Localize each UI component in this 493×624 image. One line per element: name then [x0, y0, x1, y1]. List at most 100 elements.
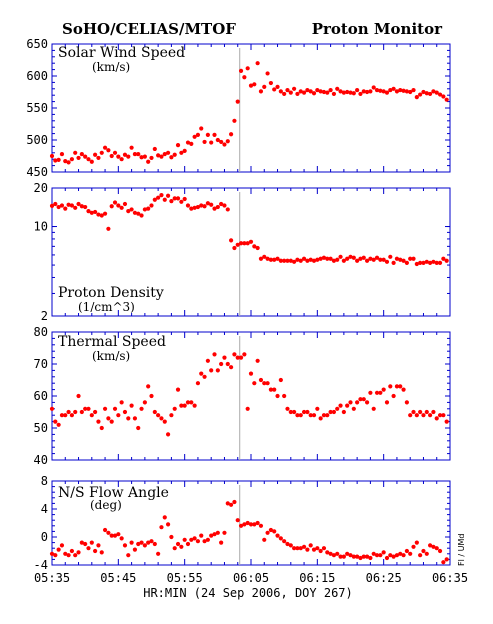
data-point — [205, 201, 210, 206]
data-point — [205, 537, 210, 542]
data-point — [368, 555, 373, 561]
data-point — [99, 425, 104, 431]
data-point — [212, 132, 217, 137]
data-point — [149, 393, 154, 399]
data-point — [414, 95, 419, 100]
data-point — [195, 132, 201, 137]
data-point — [93, 548, 98, 554]
data-point — [292, 86, 297, 91]
data-point — [245, 66, 250, 71]
data-point — [305, 258, 310, 263]
data-point — [53, 553, 58, 558]
data-point — [391, 554, 396, 559]
data-point — [76, 393, 81, 399]
data-point — [56, 204, 61, 210]
data-point — [262, 84, 267, 89]
data-point — [122, 543, 128, 548]
data-point — [79, 151, 84, 157]
data-point — [93, 409, 98, 415]
data-point — [282, 393, 287, 399]
data-point — [182, 148, 187, 153]
data-point — [368, 390, 373, 395]
data-point — [129, 540, 134, 545]
data-point — [142, 400, 147, 405]
data-point — [358, 256, 363, 261]
data-point — [235, 355, 240, 360]
data-point — [212, 532, 217, 537]
panel-unit: (km/s) — [92, 60, 130, 74]
data-point — [69, 413, 74, 418]
data-point — [86, 157, 91, 162]
data-point — [238, 355, 244, 360]
y-tick-label: 50 — [34, 421, 48, 435]
data-point — [139, 155, 144, 160]
data-point — [338, 403, 343, 408]
data-point — [371, 257, 376, 262]
data-point — [325, 413, 330, 418]
data-point — [159, 416, 164, 421]
data-point — [175, 143, 181, 148]
data-point — [109, 419, 114, 424]
data-point — [318, 256, 323, 261]
data-point — [106, 530, 111, 535]
data-point — [278, 89, 283, 94]
data-point — [59, 151, 65, 157]
data-point — [262, 537, 267, 542]
data-point — [116, 154, 121, 159]
data-point — [378, 257, 383, 262]
data-point — [235, 99, 240, 104]
data-point — [371, 85, 376, 90]
data-point — [315, 87, 320, 93]
data-point — [328, 409, 333, 415]
data-point — [76, 201, 81, 207]
data-point — [328, 87, 333, 93]
data-point — [248, 522, 254, 527]
data-point — [295, 257, 300, 262]
data-point — [162, 515, 167, 520]
data-point — [76, 155, 81, 161]
data-point — [444, 97, 449, 102]
data-point — [182, 196, 187, 202]
data-point — [252, 82, 257, 87]
data-point — [129, 145, 134, 150]
data-point — [89, 159, 94, 164]
data-point — [122, 409, 128, 415]
data-point — [209, 140, 214, 145]
x-tick-label: 06:15 — [299, 571, 335, 585]
data-point — [341, 258, 346, 263]
data-point — [318, 548, 323, 554]
data-point — [189, 141, 194, 146]
data-point — [321, 89, 327, 95]
data-point — [295, 413, 300, 418]
data-point — [169, 413, 174, 418]
data-point — [119, 157, 124, 162]
data-point — [374, 553, 380, 558]
data-point — [116, 203, 121, 208]
data-point — [358, 397, 363, 402]
data-point — [252, 244, 257, 249]
data-point — [282, 91, 287, 97]
data-point — [202, 204, 207, 209]
x-tick-label: 06:05 — [233, 571, 269, 585]
data-point — [112, 533, 118, 538]
data-point — [146, 540, 151, 545]
data-point — [162, 151, 167, 157]
data-point — [292, 409, 297, 415]
data-point — [245, 406, 250, 411]
data-point — [185, 400, 191, 405]
data-point — [185, 541, 191, 547]
data-point — [374, 390, 380, 395]
data-point — [56, 157, 61, 162]
data-point — [361, 554, 366, 559]
data-point — [308, 89, 313, 94]
data-point — [149, 155, 154, 161]
data-point — [99, 150, 104, 155]
data-point — [63, 206, 68, 211]
panel-unit: (km/s) — [92, 349, 130, 363]
data-point — [63, 159, 68, 164]
data-point — [172, 196, 177, 201]
data-point — [278, 377, 283, 383]
data-point — [165, 522, 171, 527]
data-point — [215, 530, 220, 535]
